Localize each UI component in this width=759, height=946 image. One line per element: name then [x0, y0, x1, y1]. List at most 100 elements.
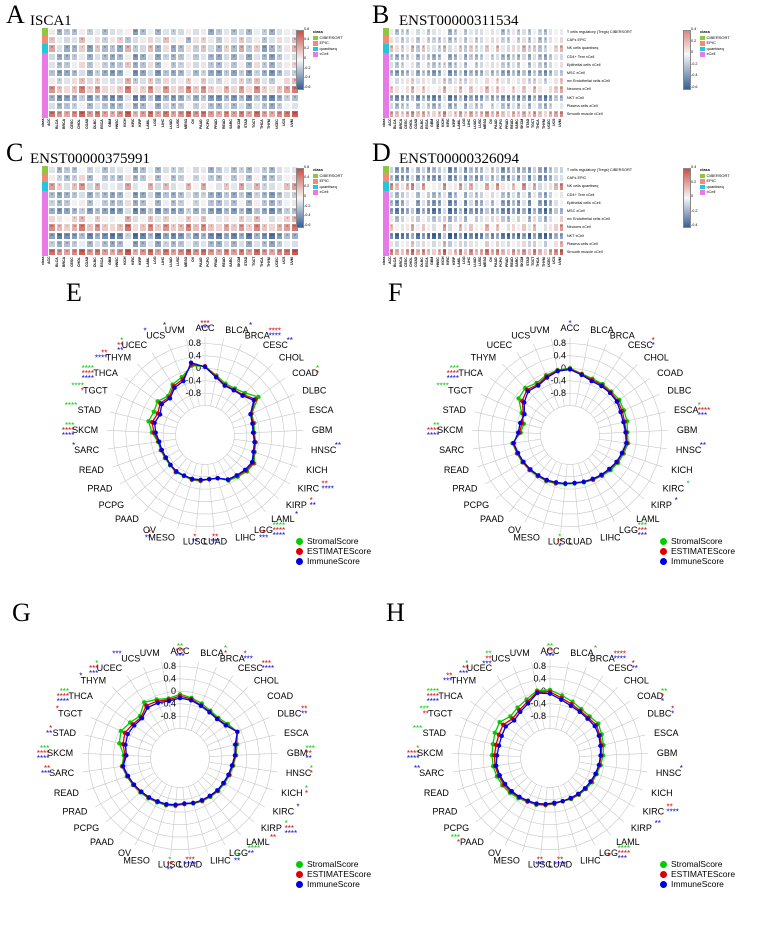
significance-stars: * [534, 45, 536, 50]
significance-stars: ** [248, 29, 251, 34]
radar-data-point [248, 412, 253, 417]
significance-stars: ** [448, 29, 451, 34]
radar-category-label: READ [424, 788, 450, 798]
significance-stars: **** [125, 111, 130, 116]
class-legend-swatch [700, 173, 705, 178]
significance-stars: ** [480, 208, 483, 213]
heatmap-cell [268, 85, 276, 94]
significance-stars: ** [523, 45, 526, 50]
heatmap-cell: **** [146, 109, 155, 119]
significance-stars: ** [248, 111, 251, 116]
significance-stars: * [165, 37, 167, 42]
heatmap-cell: *** [275, 109, 284, 119]
significance-stars: * [134, 45, 136, 50]
radar-legend-item[interactable]: ImmuneScore [660, 557, 735, 566]
heatmap-cell: ** [131, 60, 140, 69]
significance-stars: ** [58, 62, 61, 67]
class-legend-swatch [700, 179, 705, 184]
significance-stars: * [96, 78, 98, 83]
radar-legend-item[interactable]: StromalScore [296, 537, 371, 546]
significance-stars: * [518, 249, 520, 254]
heatmap-cell: * [215, 36, 223, 45]
radar-significance-immune: ** [167, 866, 173, 875]
heatmap-cell: * [537, 44, 543, 53]
significance-stars: ** [517, 167, 520, 172]
class-band-quantiseq [383, 44, 389, 53]
heatmap-cell [237, 101, 246, 110]
significance-stars: ** [411, 45, 414, 50]
heatmap-cell: ** [131, 109, 140, 119]
radar-legend-item[interactable]: StromalScore [660, 860, 735, 869]
significance-stars: ** [517, 208, 520, 213]
radar-legend-item[interactable]: ESTIMATEScore [660, 547, 735, 556]
radar-tick-label: -0.8 [160, 711, 176, 721]
heatmap-cell: * [184, 77, 193, 86]
significance-stars: * [428, 37, 430, 42]
heatmap-cell: * [468, 44, 474, 53]
radar-legend-item[interactable]: ESTIMATEScore [296, 870, 371, 879]
significance-stars: ** [157, 62, 160, 67]
significance-stars: *** [194, 111, 198, 116]
significance-stars: * [391, 224, 393, 229]
significance-stars: ** [233, 54, 236, 59]
heatmap-cell [489, 28, 495, 37]
heatmap-cell [494, 28, 501, 37]
significance-stars: * [127, 62, 129, 67]
heatmap-cell: * [169, 28, 178, 37]
significance-stars: ** [560, 233, 563, 238]
significance-stars: * [470, 183, 472, 188]
radar-data-point [572, 480, 577, 486]
significance-stars: ** [210, 54, 213, 59]
significance-stars: * [188, 95, 189, 100]
significance-stars: ** [464, 167, 467, 172]
radar-data-point [588, 779, 593, 784]
significance-stars: ** [248, 54, 251, 59]
radar-category-label: COAD [637, 691, 664, 701]
radar-significance-estimate: ** [270, 833, 276, 842]
radar-significance-immune: **** [273, 531, 285, 540]
heatmap-cell: ** [48, 93, 56, 102]
radar-legend-item[interactable]: ESTIMATEScore [660, 870, 735, 879]
radar-tick-label: 0.4 [188, 351, 201, 361]
radar-legend-item[interactable]: StromalScore [296, 860, 371, 869]
heatmap-cell [558, 198, 564, 207]
significance-stars: * [454, 29, 456, 34]
radar-legend-swatch [660, 548, 667, 555]
radar-category-label: COAD [657, 368, 684, 378]
radar-legend-item[interactable]: ImmuneScore [296, 880, 371, 889]
significance-stars: * [417, 167, 419, 172]
significance-stars: ** [464, 200, 467, 205]
heatmap-cell [420, 28, 427, 37]
heatmap-cell: ** [230, 101, 238, 110]
radar-category-label: SARC [74, 445, 100, 455]
heatmap-cell [48, 28, 56, 37]
radar-category-label: UCEC [487, 340, 513, 350]
significance-stars: *** [57, 111, 61, 116]
radar-legend-item[interactable]: ImmuneScore [660, 880, 735, 889]
significance-stars: ** [448, 200, 451, 205]
significance-stars: ** [427, 208, 430, 213]
heatmap-cell: ** [230, 68, 238, 78]
radar-legend-swatch [660, 861, 667, 868]
significance-stars: * [491, 175, 493, 180]
heatmap-cell [431, 28, 437, 37]
radar-legend-item[interactable]: ImmuneScore [296, 557, 371, 566]
significance-stars: * [539, 249, 541, 254]
radar-legend-item[interactable]: ESTIMATEScore [296, 547, 371, 556]
radar-category-label: UCEC [122, 340, 148, 350]
heatmap-cell: *** [558, 247, 564, 257]
heatmap-cell: * [85, 60, 94, 69]
radar-legend-item[interactable]: StromalScore [660, 537, 735, 546]
significance-stars: ** [225, 95, 228, 100]
radar-legend-label: ImmuneScore [307, 879, 360, 889]
significance-stars: ** [66, 45, 68, 50]
heatmap-cell: * [473, 36, 480, 45]
colorbar [296, 30, 304, 90]
significance-stars: *** [225, 111, 228, 116]
significance-stars: ** [73, 29, 76, 34]
radar-significance-immune: ** [310, 501, 316, 510]
heatmap-cell: ** [123, 77, 132, 86]
heatmap-cell: * [404, 28, 411, 37]
radar-data-point [155, 700, 161, 706]
radar-data-point [125, 773, 131, 779]
